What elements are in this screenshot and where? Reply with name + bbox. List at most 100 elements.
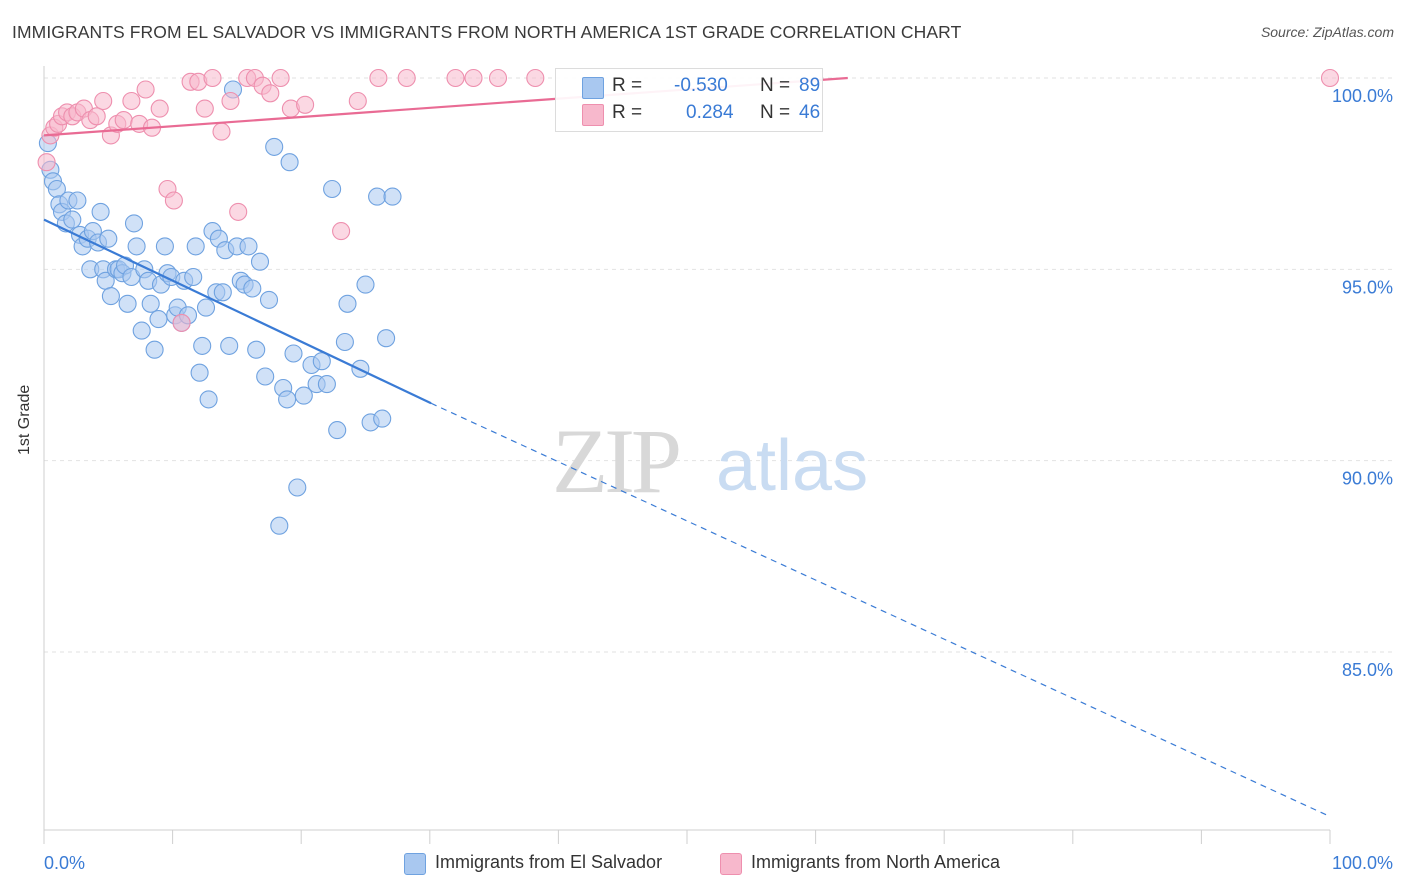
data-point-el-salvador — [270, 516, 289, 535]
series-north-america — [37, 68, 1340, 332]
data-point-el-salvador — [338, 294, 357, 313]
data-point-north-america — [94, 91, 113, 111]
data-point-el-salvador — [141, 294, 160, 313]
data-point-el-salvador — [323, 179, 342, 199]
data-point-el-salvador — [184, 267, 203, 287]
data-point-north-america — [488, 68, 508, 88]
n-value: 46 — [799, 102, 821, 123]
legend-swatch-blue — [404, 853, 426, 875]
gridlines — [44, 77, 1395, 653]
data-point-el-salvador — [278, 390, 297, 409]
y-tick-label: 90.0% — [1342, 469, 1393, 489]
n-label: N = — [760, 75, 791, 96]
legend-label: Immigrants from El Salvador — [435, 852, 663, 872]
legend-swatch-blue — [582, 77, 604, 99]
data-point-el-salvador — [68, 191, 87, 210]
data-point-north-america — [87, 107, 106, 126]
data-point-el-salvador — [213, 283, 232, 302]
x-tick-label: 0.0% — [44, 853, 85, 873]
data-point-el-salvador — [193, 336, 212, 355]
data-point-el-salvador — [368, 187, 387, 206]
y-tick-label: 100.0% — [1332, 86, 1393, 106]
legend-swatch-pink — [582, 104, 604, 126]
axes — [43, 66, 1331, 844]
source-label: Source: ZipAtlas.com — [1260, 24, 1394, 40]
data-point-el-salvador — [124, 214, 144, 233]
data-point-el-salvador — [280, 153, 299, 172]
trend-line-el-salvador — [43, 218, 432, 405]
data-point-el-salvador — [288, 478, 307, 497]
data-point-north-america — [229, 202, 248, 221]
data-point-north-america — [212, 122, 231, 141]
data-point-north-america — [150, 99, 169, 118]
data-point-el-salvador — [91, 202, 110, 221]
r-label: R = — [612, 75, 643, 96]
data-point-el-salvador — [294, 386, 313, 405]
watermark-zip: ZIP — [552, 410, 679, 512]
data-point-north-america — [37, 153, 56, 172]
data-point-el-salvador — [220, 336, 239, 355]
data-point-el-salvador — [250, 252, 270, 271]
data-point-north-america — [164, 191, 183, 210]
trend-lines — [43, 76, 1331, 818]
data-point-el-salvador — [265, 137, 284, 156]
data-point-el-salvador — [101, 287, 120, 306]
data-point-el-salvador — [243, 279, 262, 298]
legend-label: Immigrants from North America — [751, 852, 1001, 872]
data-point-el-salvador — [118, 294, 137, 313]
data-point-north-america — [203, 68, 222, 88]
y-tick-label: 85.0% — [1342, 660, 1393, 680]
data-point-north-america — [221, 91, 240, 111]
data-point-north-america — [369, 68, 388, 88]
data-point-el-salvador — [259, 290, 279, 309]
data-point-el-salvador — [256, 367, 275, 386]
stats-legend: R = -0.530 N = 89 R = 0.284 N = 46 — [555, 68, 823, 132]
data-point-north-america — [271, 68, 290, 88]
data-point-el-salvador — [149, 310, 168, 329]
data-point-el-salvador — [196, 298, 216, 317]
watermark: ZIP atlas — [552, 410, 868, 512]
watermark-atlas: atlas — [716, 426, 868, 506]
data-point-el-salvador — [63, 210, 82, 229]
data-point-el-salvador — [155, 237, 174, 256]
data-point-el-salvador — [377, 329, 396, 348]
legend-swatch-pink — [720, 853, 742, 875]
data-point-el-salvador — [373, 409, 392, 428]
data-point-el-salvador — [335, 332, 354, 352]
data-point-north-america — [114, 111, 133, 130]
data-point-el-salvador — [356, 275, 375, 294]
trend-line-el-salvador-extension — [430, 402, 1331, 818]
x-tick-label: 100.0% — [1332, 853, 1393, 873]
series-el-salvador — [38, 80, 402, 535]
data-point-el-salvador — [284, 344, 303, 363]
data-point-north-america — [261, 84, 280, 103]
data-point-el-salvador — [127, 237, 146, 256]
data-point-el-salvador — [328, 421, 347, 440]
data-point-north-america — [332, 222, 351, 241]
data-point-north-america — [172, 313, 191, 332]
y-tick-label: 95.0% — [1342, 277, 1393, 297]
data-point-north-america — [526, 68, 545, 88]
data-point-el-salvador — [186, 237, 205, 256]
y-axis-label: 1st Grade — [16, 384, 33, 455]
data-point-el-salvador — [199, 390, 218, 409]
data-point-el-salvador — [312, 352, 331, 371]
r-value: -0.530 — [674, 75, 728, 96]
data-point-el-salvador — [190, 363, 209, 382]
r-label: R = — [612, 102, 643, 123]
tick-labels: 85.0% 90.0% 95.0% 100.0% 0.0% 100.0% — [44, 86, 1393, 873]
data-point-el-salvador — [247, 340, 266, 359]
data-point-el-salvador — [383, 187, 402, 206]
r-value: 0.284 — [686, 102, 734, 123]
data-point-north-america — [464, 68, 483, 88]
chart-title: IMMIGRANTS FROM EL SALVADOR VS IMMIGRANT… — [12, 22, 962, 42]
data-point-north-america — [397, 68, 416, 88]
data-point-el-salvador — [239, 237, 258, 256]
n-value: 89 — [799, 75, 821, 96]
data-point-north-america — [446, 68, 465, 88]
data-point-north-america — [122, 91, 141, 111]
data-point-el-salvador — [145, 340, 164, 359]
data-point-el-salvador — [99, 229, 118, 248]
data-point-north-america — [136, 80, 155, 99]
